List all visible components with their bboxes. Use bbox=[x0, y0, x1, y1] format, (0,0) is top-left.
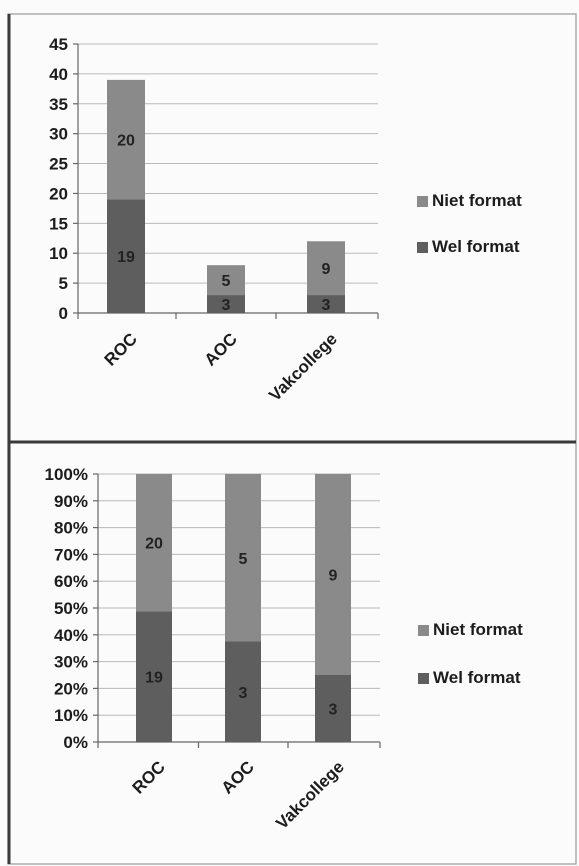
bottom-y-tick-label: 90% bbox=[54, 492, 88, 511]
bottom-data-label-wel-aoc: 3 bbox=[239, 685, 248, 702]
top-y-tick-label: 20 bbox=[49, 184, 68, 203]
top-data-label-niet-vakcollege: 9 bbox=[322, 261, 331, 278]
bottom-legend-swatch-wel bbox=[418, 673, 429, 684]
bottom-bar-wel-aoc bbox=[225, 641, 261, 742]
bottom-bar-niet-roc bbox=[136, 474, 172, 612]
top-legend-label-niet: Niet format bbox=[432, 191, 522, 210]
bottom-bar-niet-vakcollege bbox=[315, 474, 351, 675]
bottom-category-label-aoc: AOC bbox=[218, 757, 258, 797]
top-y-tick-label: 25 bbox=[49, 155, 68, 174]
top-bar-niet-vakcollege bbox=[307, 241, 345, 296]
bottom-bar-wel-vakcollege bbox=[315, 675, 351, 742]
bottom-y-tick-label: 30% bbox=[54, 653, 88, 672]
bottom-bar-niet-aoc bbox=[225, 474, 261, 642]
top-y-tick-label: 0 bbox=[59, 304, 68, 323]
top-bar-wel-roc bbox=[107, 199, 145, 313]
bottom-data-label-niet-aoc: 5 bbox=[239, 551, 248, 568]
top-legend-swatch-wel bbox=[417, 242, 428, 253]
bottom-y-tick-label: 0% bbox=[63, 733, 88, 752]
top-data-label-niet-aoc: 5 bbox=[222, 273, 231, 290]
top-bar-niet-roc bbox=[107, 79, 145, 200]
top-y-tick-label: 30 bbox=[49, 125, 68, 144]
top-category-label-vakcollege: Vakcollege bbox=[265, 329, 341, 405]
bottom-y-tick-label: 50% bbox=[54, 599, 88, 618]
bottom-y-tick-label: 40% bbox=[54, 626, 88, 645]
bottom-data-label-wel-vakcollege: 3 bbox=[329, 702, 338, 719]
top-y-tick-label: 15 bbox=[49, 214, 68, 233]
bottom-category-label-vakcollege: Vakcollege bbox=[272, 757, 348, 833]
top-y-tick-label: 10 bbox=[49, 244, 68, 263]
top-legend-swatch-niet bbox=[417, 196, 428, 207]
bottom-y-tick-label: 20% bbox=[54, 679, 88, 698]
bottom-y-tick-label: 100% bbox=[45, 465, 88, 484]
bottom-legend-label-wel: Wel format bbox=[433, 668, 521, 687]
bottom-category-label-roc: ROC bbox=[129, 757, 169, 797]
top-y-tick-label: 5 bbox=[59, 274, 68, 293]
top-category-label-roc: ROC bbox=[101, 329, 141, 369]
top-data-label-niet-roc: 20 bbox=[117, 133, 135, 150]
top-data-label-wel-roc: 19 bbox=[117, 249, 135, 266]
bottom-y-tick-label: 10% bbox=[54, 706, 88, 725]
bottom-legend-label-niet: Niet format bbox=[433, 620, 523, 639]
top-bar-wel-vakcollege bbox=[307, 295, 345, 313]
top-data-label-wel-vakcollege: 3 bbox=[322, 297, 331, 314]
bottom-y-tick-label: 70% bbox=[54, 545, 88, 564]
top-y-tick-label: 40 bbox=[49, 65, 68, 84]
bottom-bar-wel-roc bbox=[136, 611, 172, 742]
top-legend-label-wel: Wel format bbox=[432, 237, 520, 256]
top-bar-wel-aoc bbox=[207, 295, 245, 313]
bottom-y-tick-label: 60% bbox=[54, 572, 88, 591]
bottom-data-label-wel-roc: 19 bbox=[145, 670, 163, 687]
top-bar-niet-aoc bbox=[207, 265, 245, 296]
top-category-label-aoc: AOC bbox=[201, 329, 241, 369]
bottom-data-label-niet-roc: 20 bbox=[145, 536, 163, 553]
top-y-tick-label: 35 bbox=[49, 95, 68, 114]
bottom-y-tick-label: 80% bbox=[54, 519, 88, 538]
top-data-label-wel-aoc: 3 bbox=[222, 297, 231, 314]
top-y-tick-label: 45 bbox=[49, 35, 68, 54]
bottom-legend-swatch-niet bbox=[418, 625, 429, 636]
bottom-data-label-niet-vakcollege: 9 bbox=[329, 568, 338, 585]
